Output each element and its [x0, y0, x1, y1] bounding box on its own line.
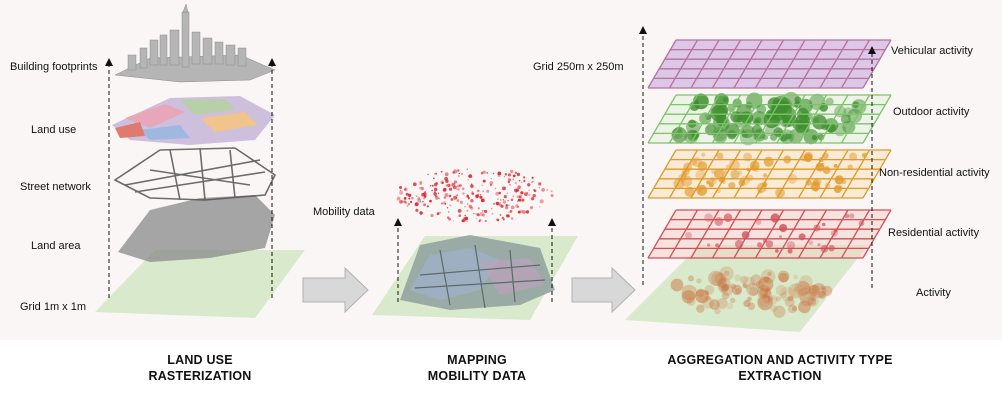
label-grid-250m: Grid 250m x 250m — [533, 61, 624, 73]
vehicular-grid — [647, 39, 892, 89]
land-use-shape — [112, 96, 275, 145]
title-mapping-line1: MAPPING — [447, 353, 507, 367]
title-aggregation-line2: EXTRACTION — [738, 369, 822, 383]
label-land-area: Land area — [31, 240, 81, 252]
street-network-shape — [113, 147, 277, 201]
label-land-use: Land use — [31, 124, 77, 136]
grid-1m-plane — [95, 250, 305, 318]
label-mobility-data: Mobility data — [313, 206, 375, 218]
activity-blobs — [670, 266, 833, 318]
title-land-use-line2: RASTERIZATION — [148, 369, 252, 383]
label-activity: Activity — [916, 287, 951, 299]
label-grid-1m: Grid 1m x 1m — [20, 301, 87, 313]
non-residential-grid — [647, 149, 892, 199]
title-aggregation: AGGREGATION AND ACTIVITY TYPE EXTRACTION — [640, 352, 920, 384]
outdoor-grid — [647, 91, 892, 146]
title-aggregation-line1: AGGREGATION AND ACTIVITY TYPE — [667, 353, 893, 367]
title-land-use-line1: LAND USE — [167, 353, 233, 367]
label-building-footprints: Building footprints — [10, 61, 98, 73]
label-street-network: Street network — [20, 181, 91, 193]
buildings-shape — [114, 3, 276, 83]
residential-grid — [647, 209, 892, 259]
label-outdoor-activity: Outdoor activity — [893, 106, 970, 118]
label-non-residential-activity: Non-residential activity — [879, 167, 990, 179]
title-land-use-rasterization: LAND USE RASTERIZATION — [105, 352, 295, 384]
land-area-shape — [118, 195, 275, 262]
mobility-data-points — [396, 168, 554, 223]
process-arrow-1 — [302, 266, 369, 314]
title-mapping-line2: MOBILITY DATA — [427, 369, 527, 383]
process-arrow-2 — [571, 266, 636, 314]
title-mapping-mobility: MAPPING MOBILITY DATA — [392, 352, 562, 384]
mapping-land-use-shape — [400, 235, 555, 310]
label-vehicular-activity: Vehicular activity — [891, 45, 973, 57]
label-residential-activity: Residential activity — [888, 227, 980, 239]
